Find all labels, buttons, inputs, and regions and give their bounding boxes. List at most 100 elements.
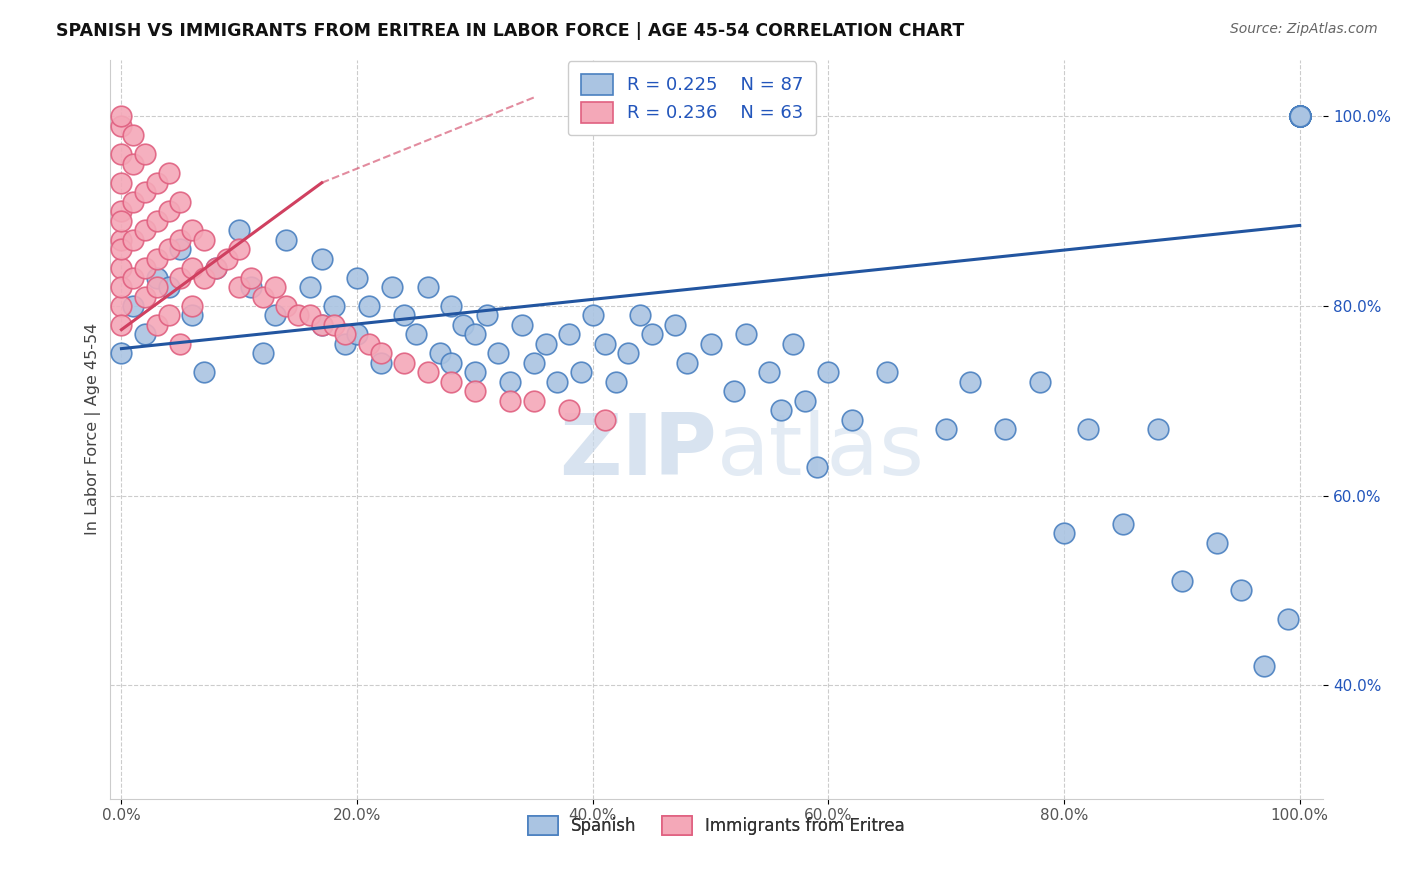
Point <box>464 327 486 342</box>
Point <box>817 365 839 379</box>
Point <box>758 365 780 379</box>
Point <box>569 365 592 379</box>
Point <box>322 318 344 332</box>
Point <box>1288 110 1310 124</box>
Point <box>346 327 368 342</box>
Point <box>935 422 957 436</box>
Point <box>322 299 344 313</box>
Point <box>405 327 427 342</box>
Point <box>169 242 191 256</box>
Point <box>157 242 180 256</box>
Point <box>110 280 132 294</box>
Point <box>110 299 132 313</box>
Point <box>122 233 145 247</box>
Point <box>122 194 145 209</box>
Point <box>311 318 333 332</box>
Point <box>157 309 180 323</box>
Point <box>110 213 132 227</box>
Point <box>440 356 463 370</box>
Point <box>699 337 721 351</box>
Point <box>122 157 145 171</box>
Point <box>110 261 132 276</box>
Point <box>664 318 686 332</box>
Point <box>193 365 215 379</box>
Point <box>298 280 321 294</box>
Point <box>381 280 404 294</box>
Point <box>157 166 180 180</box>
Point <box>1288 110 1310 124</box>
Point <box>593 337 616 351</box>
Point <box>346 270 368 285</box>
Text: SPANISH VS IMMIGRANTS FROM ERITREA IN LABOR FORCE | AGE 45-54 CORRELATION CHART: SPANISH VS IMMIGRANTS FROM ERITREA IN LA… <box>56 22 965 40</box>
Legend: Spanish, Immigrants from Eritrea: Spanish, Immigrants from Eritrea <box>522 810 911 842</box>
Point <box>134 223 156 237</box>
Point <box>1029 375 1052 389</box>
Point <box>240 270 263 285</box>
Point <box>181 299 204 313</box>
Point <box>499 375 522 389</box>
Point <box>357 337 380 351</box>
Point <box>676 356 699 370</box>
Point <box>134 147 156 161</box>
Point <box>110 119 132 133</box>
Point <box>110 147 132 161</box>
Point <box>110 318 132 332</box>
Point <box>134 261 156 276</box>
Point <box>1288 110 1310 124</box>
Point <box>110 204 132 219</box>
Point <box>1171 574 1194 588</box>
Point <box>204 261 226 276</box>
Point <box>1147 422 1170 436</box>
Point <box>735 327 758 342</box>
Point <box>311 252 333 266</box>
Point <box>1230 583 1253 598</box>
Point <box>252 346 274 360</box>
Point <box>605 375 627 389</box>
Point <box>782 337 804 351</box>
Point <box>440 299 463 313</box>
Point <box>110 233 132 247</box>
Point <box>217 252 239 266</box>
Point <box>510 318 533 332</box>
Point <box>134 186 156 200</box>
Point <box>193 233 215 247</box>
Point <box>876 365 898 379</box>
Point <box>298 309 321 323</box>
Point <box>959 375 981 389</box>
Point <box>392 309 415 323</box>
Point <box>263 280 285 294</box>
Point <box>1206 536 1229 550</box>
Point <box>169 337 191 351</box>
Point <box>593 413 616 427</box>
Point <box>204 261 226 276</box>
Point <box>110 346 132 360</box>
Point <box>1277 612 1299 626</box>
Point <box>440 375 463 389</box>
Point <box>157 280 180 294</box>
Point <box>157 204 180 219</box>
Point <box>451 318 474 332</box>
Point <box>169 270 191 285</box>
Point <box>1288 110 1310 124</box>
Point <box>1288 110 1310 124</box>
Point <box>464 384 486 399</box>
Point <box>464 365 486 379</box>
Point <box>122 270 145 285</box>
Point <box>370 356 392 370</box>
Point <box>169 233 191 247</box>
Text: ZIP: ZIP <box>558 409 717 493</box>
Point <box>1288 110 1310 124</box>
Point <box>558 327 581 342</box>
Point <box>145 252 167 266</box>
Point <box>475 309 498 323</box>
Point <box>392 356 415 370</box>
Point <box>488 346 510 360</box>
Point <box>181 261 204 276</box>
Point <box>723 384 745 399</box>
Point <box>841 413 863 427</box>
Point <box>145 270 167 285</box>
Point <box>1288 110 1310 124</box>
Point <box>145 176 167 190</box>
Point <box>640 327 662 342</box>
Point <box>122 299 145 313</box>
